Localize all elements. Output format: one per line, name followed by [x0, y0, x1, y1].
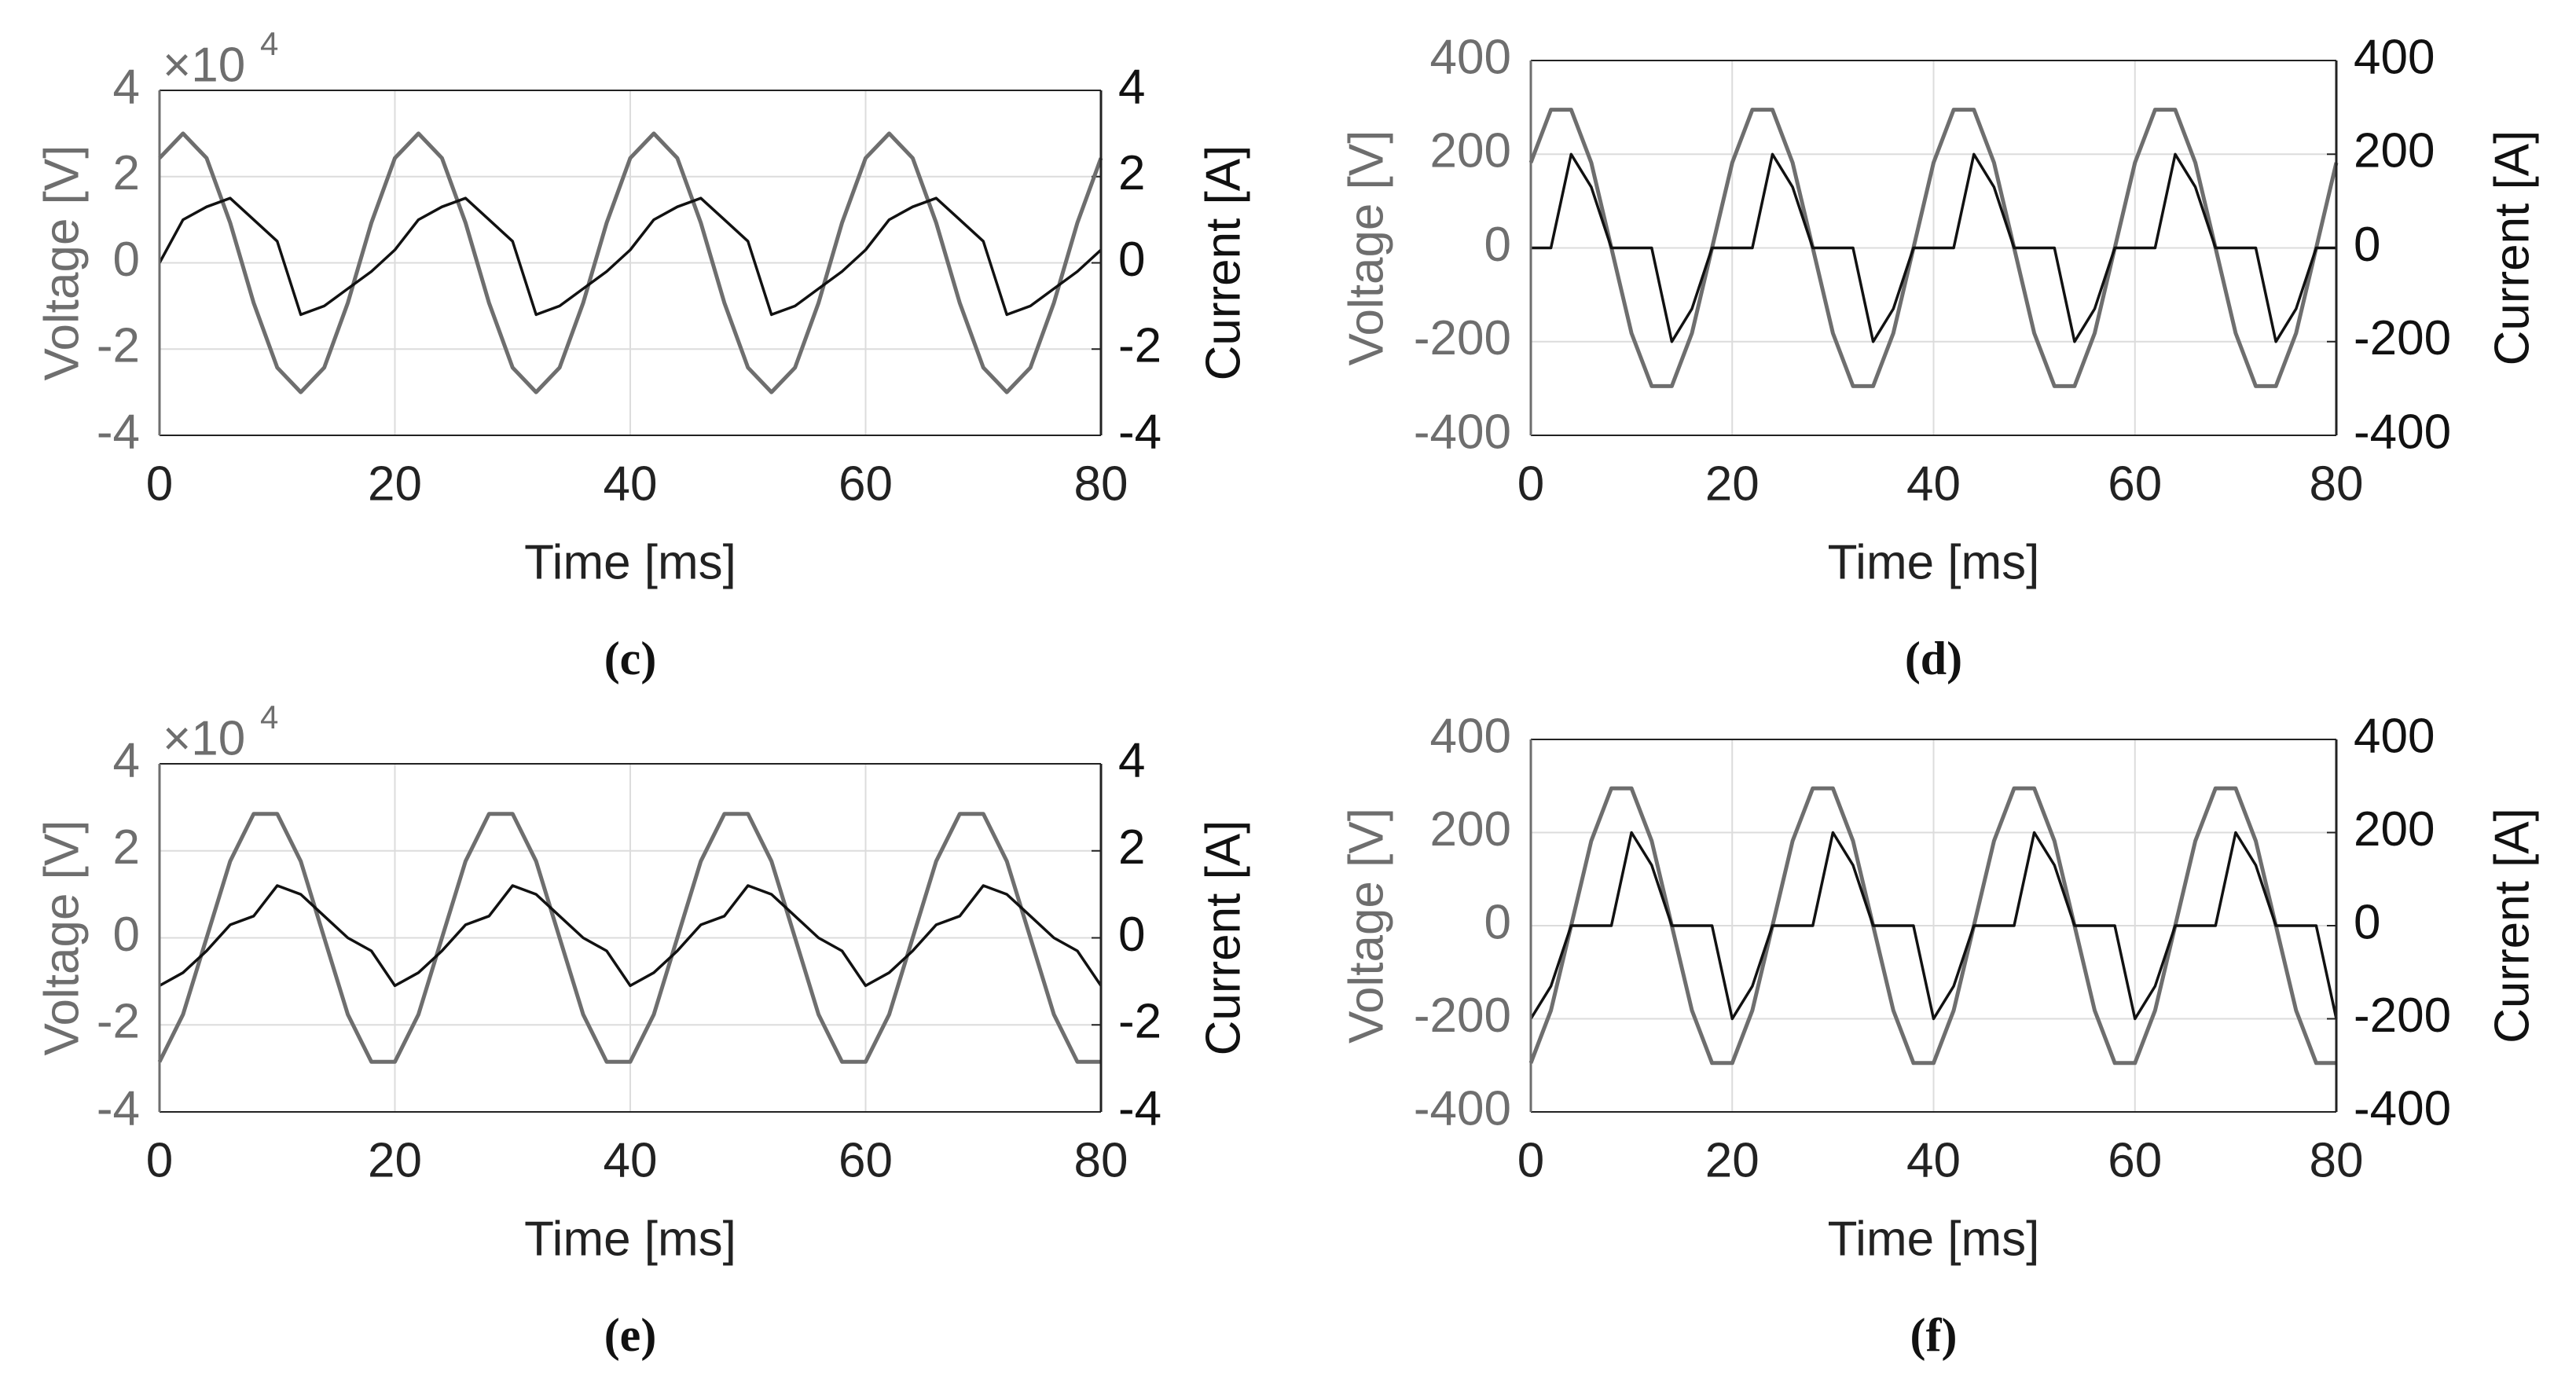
y2-tick-label: 200	[2354, 124, 2435, 178]
y2-tick-label: 200	[2354, 802, 2435, 857]
x-tick-label: 20	[368, 457, 422, 511]
panel-caption: (d)	[1905, 633, 1962, 684]
y-tick-label: 2	[113, 820, 140, 875]
y-tick-label: -2	[97, 995, 140, 1049]
series-line	[1528, 786, 2336, 1066]
x-axis-label: Time [ms]	[524, 1212, 736, 1266]
y-axis-label: Voltage [V]	[35, 820, 89, 1056]
series-line	[1529, 831, 2338, 1021]
y2-tick-label: 2	[1118, 820, 1145, 875]
y2-tick-label: 0	[1118, 908, 1145, 962]
y-tick-label: 4	[113, 733, 140, 787]
y-tick-label: 4	[113, 60, 140, 114]
x-tick-label: 20	[368, 1133, 422, 1187]
y2-tick-label: -4	[1118, 405, 1161, 459]
y-tick-label: -4	[97, 405, 140, 459]
x-tick-label: 80	[1074, 1133, 1128, 1187]
series-line	[158, 131, 1103, 394]
y-exponent-power: 4	[260, 699, 278, 736]
x-tick-label: 0	[146, 1133, 173, 1187]
x-tick-label: 0	[146, 457, 173, 511]
y2-tick-label: 0	[2354, 218, 2380, 272]
y2-tick-label: -4	[1118, 1081, 1161, 1135]
x-tick-label: 60	[2108, 1133, 2162, 1187]
y-tick-label: -4	[97, 1081, 140, 1135]
x-tick-label: 0	[1517, 1133, 1544, 1187]
series-line	[1528, 108, 2339, 388]
x-tick-label: 80	[1074, 457, 1128, 511]
x-tick-label: 40	[1906, 1133, 1961, 1187]
y2-tick-label: 0	[1118, 233, 1145, 287]
x-tick-label: 80	[2310, 457, 2364, 511]
x-tick-label: 40	[604, 1133, 658, 1187]
y-tick-label: 0	[1484, 218, 1511, 272]
y2-axis-label: Current [A]	[2485, 808, 2539, 1044]
y-tick-label: 400	[1430, 709, 1511, 763]
x-tick-label: 40	[604, 457, 658, 511]
y-tick-label: -200	[1414, 989, 1511, 1043]
y2-tick-label: -2	[1118, 319, 1161, 373]
y-tick-label: -400	[1414, 1081, 1511, 1135]
y-exponent-base: ×10	[163, 711, 245, 765]
y2-tick-label: 400	[2354, 709, 2435, 763]
y-tick-label: 400	[1430, 30, 1511, 84]
panel-caption: (c)	[604, 633, 657, 684]
x-axis-label: Time [ms]	[1828, 535, 2040, 589]
y2-tick-label: 400	[2354, 30, 2435, 84]
x-tick-label: 40	[1906, 457, 1961, 511]
y-tick-label: 200	[1430, 802, 1511, 857]
series-line	[159, 884, 1103, 988]
y2-tick-label: -200	[2354, 989, 2451, 1043]
y-axis-label: Voltage [V]	[35, 145, 89, 381]
y-tick-label: -200	[1414, 311, 1511, 365]
x-tick-label: 0	[1517, 457, 1544, 511]
x-tick-label: 60	[838, 457, 893, 511]
y2-tick-label: -400	[2354, 405, 2451, 459]
x-tick-label: 60	[838, 1133, 893, 1187]
y2-tick-label: -200	[2354, 311, 2451, 365]
y-tick-label: 200	[1430, 124, 1511, 178]
y-tick-label: 0	[113, 908, 140, 962]
y2-tick-label: 2	[1118, 146, 1145, 200]
y2-tick-label: 4	[1118, 733, 1145, 787]
y2-tick-label: 4	[1118, 60, 1145, 114]
y2-axis-label: Current [A]	[2485, 130, 2539, 366]
x-tick-label: 20	[1705, 1133, 1760, 1187]
y-tick-label: 0	[113, 233, 140, 287]
y-tick-label: -2	[97, 319, 140, 373]
y-exponent-power: 4	[260, 25, 278, 62]
y-tick-label: 0	[1484, 895, 1511, 949]
series-line	[157, 812, 1101, 1064]
y2-axis-label: Current [A]	[1196, 820, 1250, 1056]
series-line	[158, 196, 1103, 317]
x-tick-label: 20	[1705, 457, 1760, 511]
x-axis-label: Time [ms]	[524, 535, 736, 589]
panel-caption: (e)	[604, 1309, 657, 1361]
y2-tick-label: -400	[2354, 1081, 2451, 1135]
y-tick-label: 2	[113, 146, 140, 200]
y2-tick-label: -2	[1118, 995, 1161, 1049]
y2-axis-label: Current [A]	[1196, 145, 1250, 381]
y-tick-label: -400	[1414, 405, 1511, 459]
y-exponent-base: ×10	[163, 38, 245, 92]
x-tick-label: 60	[2108, 457, 2162, 511]
series-line	[1531, 152, 2336, 343]
y2-tick-label: 0	[2354, 895, 2380, 949]
panel-caption: (f)	[1910, 1309, 1958, 1361]
y-axis-label: Voltage [V]	[1339, 808, 1393, 1044]
x-axis-label: Time [ms]	[1828, 1212, 2040, 1266]
y-axis-label: Voltage [V]	[1339, 130, 1393, 366]
x-tick-label: 80	[2310, 1133, 2364, 1187]
